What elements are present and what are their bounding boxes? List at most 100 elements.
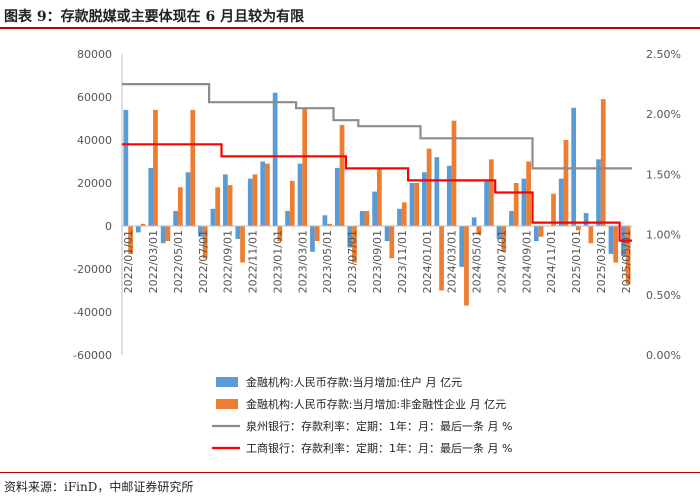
bar-household [484, 180, 489, 226]
bar-enterprise [364, 210, 370, 226]
bar-enterprise [165, 226, 171, 242]
bar-household [446, 165, 452, 226]
bar-enterprise [202, 226, 208, 259]
x-tick-label: 2024/01/01 [421, 230, 434, 293]
bar-enterprise [190, 109, 196, 226]
right-tick-label: 2.50% [646, 48, 681, 61]
bar-household [322, 215, 328, 226]
legend-swatch [216, 399, 238, 409]
bar-household [571, 107, 577, 226]
right-tick-label: 0.00% [646, 349, 681, 362]
bar-enterprise [600, 99, 606, 226]
left-tick-label: 20000 [77, 177, 112, 190]
bar-household [334, 167, 340, 226]
x-tick-label: 2024/03/01 [446, 230, 459, 293]
bar-enterprise [140, 223, 146, 226]
bar-household [173, 210, 178, 226]
bar-enterprise [538, 226, 544, 237]
bar-household [372, 191, 377, 226]
bar-household [521, 178, 527, 226]
bar-enterprise [265, 163, 270, 226]
bar-household [148, 167, 154, 226]
bar-household [459, 226, 465, 267]
x-tick-label: 2023/05/01 [321, 230, 334, 293]
legend-label: 金融机构:人民币存款:当月增加:非金融性企业 月 亿元 [246, 397, 506, 411]
bar-enterprise [414, 183, 420, 226]
bar-enterprise [526, 161, 531, 226]
bar-household [272, 92, 278, 226]
bar-enterprise [339, 124, 345, 226]
legend-swatch [216, 377, 238, 387]
left-tick-label: 80000 [77, 48, 112, 61]
right-tick-label: 1.50% [646, 168, 681, 181]
x-tick-label: 2022/05/01 [172, 230, 185, 293]
bar-enterprise [501, 226, 507, 252]
bar-enterprise [476, 226, 482, 235]
bar-enterprise [613, 226, 619, 263]
bar-household [558, 178, 564, 226]
bar-enterprise [227, 185, 233, 226]
legend-label: 工商银行：存款利率：定期：1年：月：最后一条 月 % [246, 441, 512, 455]
bar-enterprise [576, 226, 581, 231]
x-tick-label: 2022/01/01 [122, 230, 135, 293]
title-rule [0, 27, 700, 29]
bar-household [310, 226, 315, 252]
x-tick-label: 2023/09/01 [371, 230, 384, 293]
chart-title: 图表 9：存款脱媒或主要体现在 6 月且较为有限 [4, 9, 305, 25]
bar-household [359, 210, 365, 226]
line-icbc [122, 143, 632, 242]
bar-household [397, 208, 402, 226]
bar-household [160, 226, 166, 244]
bar-household [247, 178, 253, 226]
bar-household [297, 163, 303, 226]
legend-label: 泉州银行：存款利率：定期：1年：月：最后一条 月 % [246, 419, 512, 433]
bar-household [608, 226, 614, 254]
bar-enterprise [551, 193, 556, 226]
x-tick-label: 2023/03/01 [296, 230, 309, 293]
right-tick-label: 1.00% [646, 229, 681, 242]
bar-household [596, 159, 601, 226]
bar-enterprise [240, 226, 245, 263]
bar-household [422, 172, 427, 226]
bar-enterprise [513, 183, 519, 226]
x-tick-label: 2025/03/01 [595, 230, 608, 293]
bar-enterprise [377, 167, 382, 226]
bar-household [583, 213, 589, 226]
bar-household [347, 226, 353, 248]
chart: 80000 60000 40000 20000 0 -20000 -40000 -60000 2… [73, 48, 681, 455]
bar-enterprise [289, 180, 295, 226]
x-tick-label: 2024/07/01 [495, 230, 508, 293]
bar-household [135, 226, 141, 233]
x-tick-label: 2023/01/01 [271, 230, 284, 293]
source-note: 资料来源：iFinD，中邮证券研究所 [4, 480, 194, 494]
x-tick-label: 2024/11/01 [545, 230, 558, 293]
bar-enterprise [563, 140, 569, 226]
left-tick-label: 60000 [77, 91, 112, 104]
bar-household [198, 226, 203, 237]
x-tick-label: 2025/05/01 [620, 230, 633, 293]
bar-household [285, 210, 290, 226]
bar-enterprise [439, 226, 444, 291]
bar-household [496, 226, 502, 239]
left-tick-label: 40000 [77, 134, 112, 147]
bar-household [260, 161, 266, 226]
x-tick-label: 2022/03/01 [147, 230, 160, 293]
x-tick-label: 2024/05/01 [471, 230, 484, 293]
bar-enterprise [625, 226, 631, 285]
bar-household [123, 109, 129, 226]
right-tick-label: 0.50% [646, 289, 681, 302]
bar-enterprise [153, 109, 158, 226]
x-tick-label: 2022/07/01 [197, 230, 210, 293]
bar-household [223, 174, 228, 226]
bar-enterprise [426, 148, 432, 226]
left-tick-label: 0 [105, 220, 112, 233]
bar-enterprise [215, 187, 221, 226]
left-tick-label: -20000 [73, 263, 112, 276]
x-tick-label: 2023/07/01 [346, 230, 359, 293]
bar-household [533, 226, 539, 242]
x-tick-label: 2022/09/01 [222, 230, 235, 293]
x-tick-label: 2024/09/01 [520, 230, 533, 293]
bar-enterprise [389, 226, 395, 259]
x-tick-label: 2023/11/01 [396, 230, 409, 293]
bar-enterprise [588, 226, 594, 244]
